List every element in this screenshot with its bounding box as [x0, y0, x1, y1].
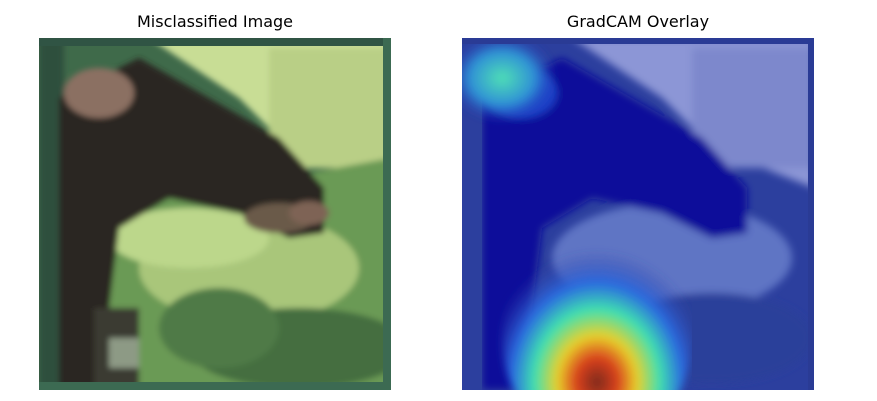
- horse-image-svg: [39, 38, 391, 390]
- gradcam-svg: [462, 38, 814, 390]
- gradcam-overlay-image: [462, 38, 814, 390]
- panel-title-gradcam: GradCAM Overlay: [566, 12, 710, 31]
- misclassified-image: [39, 38, 391, 390]
- panel-title-misclassified: Misclassified Image: [136, 12, 294, 31]
